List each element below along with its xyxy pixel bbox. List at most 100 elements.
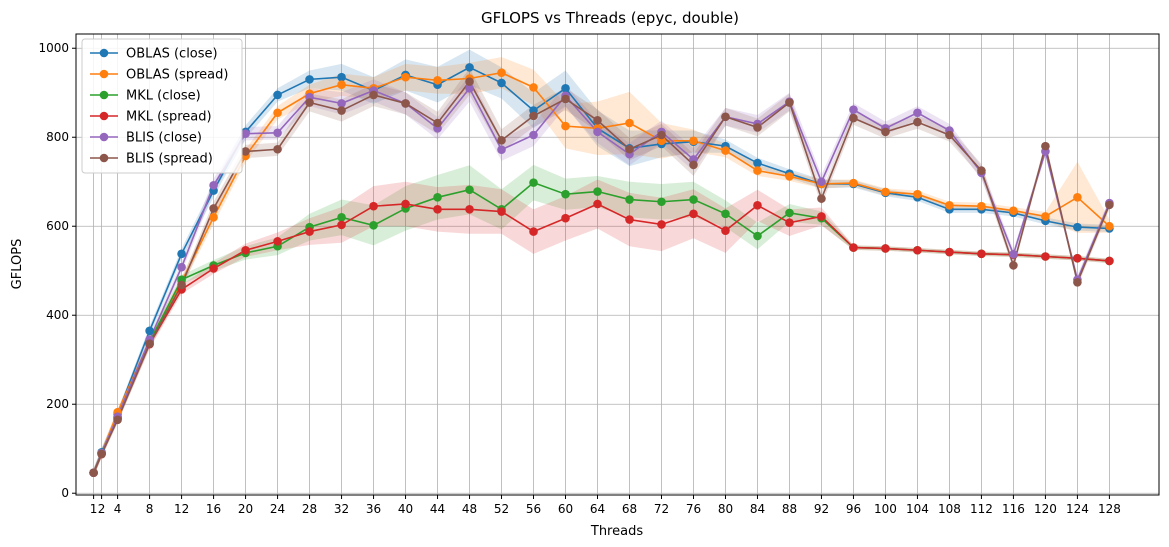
- mkl-spread-point: [817, 212, 826, 221]
- x-axis-ticks: 1 2 4 8 12 16 20 24 28 32 36 40 44 48 52 56 60 64 68 72 76 80…: [90, 495, 1121, 516]
- oblas-spread-line: [92, 71, 1110, 474]
- mkl-spread-point: [1105, 256, 1114, 266]
- legend-marker-oblas-close: [99, 48, 109, 58]
- x-tick-label: 44: [430, 502, 445, 516]
- x-tick-label: 4: [114, 502, 122, 516]
- legend-marker-mkl-close: [99, 90, 109, 100]
- oblas-spread-point: [721, 146, 730, 155]
- oblas-spread-point: [689, 136, 698, 146]
- blis-close-point: [497, 145, 506, 154]
- x-tick-label: 56: [526, 502, 541, 516]
- y-tick-label: 400: [46, 308, 69, 322]
- x-tick-label: 36: [366, 502, 381, 516]
- mkl-spread-point: [689, 209, 698, 219]
- blis-spread-point: [273, 144, 282, 154]
- oblas-spread-point: [625, 118, 634, 128]
- blis-spread-point: [881, 127, 890, 137]
- blis-spread-point: [369, 90, 378, 100]
- x-tick-label: 48: [462, 502, 477, 516]
- x-tick-label: 76: [686, 502, 701, 516]
- x-tick-label: 88: [782, 502, 797, 516]
- x-tick-label: 120: [1034, 502, 1057, 516]
- x-tick-label: 24: [270, 502, 285, 516]
- oblas-spread-point: [1009, 206, 1018, 215]
- x-tick-label: 16: [206, 502, 221, 516]
- blis-close-point: [529, 130, 538, 140]
- x-tick-label: 8: [146, 502, 154, 516]
- oblas-close-point: [561, 83, 570, 93]
- x-tick-label: 92: [814, 502, 829, 516]
- blis-spread-point: [1105, 200, 1114, 210]
- x-tick-label: 84: [750, 502, 765, 516]
- mkl-spread-point: [529, 227, 538, 236]
- mkl-spread-point: [849, 243, 858, 252]
- oblas-close-point: [753, 158, 762, 168]
- mkl-spread-point: [881, 244, 890, 253]
- blis-spread-point: [209, 204, 218, 213]
- x-tick-label: 64: [590, 502, 605, 516]
- mkl-spread-point: [785, 218, 794, 227]
- blis-spread-point: [977, 166, 986, 175]
- mkl-close-point: [657, 197, 666, 207]
- blis-spread-point: [241, 147, 250, 156]
- blis-close-point: [465, 83, 474, 93]
- x-tick-label: 2: [98, 502, 106, 516]
- blis-spread-point: [497, 136, 506, 145]
- oblas-spread-band: [93, 57, 1110, 478]
- mkl-spread-point: [721, 226, 730, 235]
- series-markers: [89, 63, 1114, 478]
- oblas-spread-point: [753, 166, 762, 175]
- plot-frame: [75, 33, 1160, 496]
- x-tick-label: 116: [1002, 502, 1025, 516]
- blis-spread-point: [177, 280, 186, 290]
- oblas-spread-point: [1041, 212, 1050, 221]
- mkl-spread-point: [945, 247, 954, 257]
- blis-spread-point: [657, 130, 666, 140]
- mkl-close-point: [625, 195, 634, 204]
- oblas-spread-point: [881, 187, 890, 197]
- blis-spread-point: [433, 118, 442, 128]
- mkl-close-point: [337, 213, 346, 222]
- oblas-close-point: [305, 75, 314, 84]
- blis-spread-point: [1073, 277, 1082, 287]
- blis-spread-point: [97, 449, 106, 459]
- x-tick-label: 60: [558, 502, 573, 516]
- mkl-spread-point: [465, 205, 474, 214]
- legend-marker-blis-close: [99, 132, 109, 142]
- oblas-close-point: [337, 72, 346, 82]
- mkl-spread-point: [625, 215, 634, 224]
- mkl-spread-point: [497, 207, 506, 216]
- mkl-close-point: [785, 208, 794, 218]
- blis-close-point: [241, 129, 250, 138]
- oblas-close-point: [1073, 222, 1082, 232]
- blis-spread-point: [529, 111, 538, 121]
- blis-spread-point: [913, 117, 922, 127]
- mkl-close-point: [689, 195, 698, 204]
- blis-spread-point: [945, 130, 954, 140]
- oblas-spread-point: [561, 121, 570, 131]
- blis-spread-point: [465, 77, 474, 86]
- blis-spread-point: [721, 112, 730, 122]
- y-tick-label: 600: [46, 219, 69, 233]
- x-tick-label: 112: [970, 502, 993, 516]
- x-tick-label: 100: [874, 502, 897, 516]
- chart-title: GFLOPS vs Threads (epyc, double): [481, 9, 739, 27]
- legend-label-blis-close: BLIS (close): [126, 131, 202, 146]
- blis-close-point: [817, 177, 826, 187]
- blis-close-point: [913, 108, 922, 118]
- y-tick-label: 1000: [38, 41, 69, 55]
- oblas-spread-point: [337, 80, 346, 90]
- oblas-spread-point: [945, 201, 954, 210]
- legend-label-mkl-close: MKL (close): [126, 89, 201, 104]
- blis-spread-point: [593, 116, 602, 125]
- blis-spread-point: [1009, 261, 1018, 270]
- x-axis-label: Threads: [590, 524, 643, 539]
- mkl-spread-point: [593, 199, 602, 209]
- oblas-close-point: [177, 249, 186, 259]
- blis-spread-point: [753, 123, 762, 132]
- y-tick-label: 200: [46, 397, 69, 411]
- oblas-spread-point: [497, 68, 506, 78]
- mkl-close-point: [529, 178, 538, 187]
- mkl-spread-point: [305, 227, 314, 236]
